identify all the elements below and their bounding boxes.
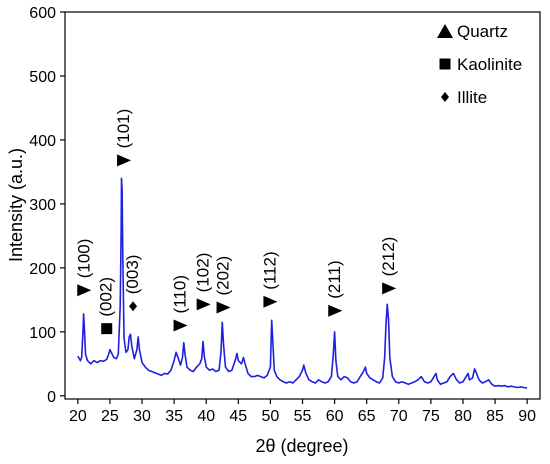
x-tick-label: 75 bbox=[422, 408, 440, 425]
peak-label: (100) bbox=[74, 239, 93, 279]
peak-annotations: (100)(002) (101) (003) (110)(102) (202) (112)… bbox=[74, 109, 398, 335]
x-tick-label: 70 bbox=[390, 408, 408, 425]
y-axis-title: Intensity (a.u.) bbox=[6, 148, 26, 262]
y-tick-label: 500 bbox=[29, 69, 56, 86]
triangle-peak-marker bbox=[117, 154, 132, 167]
x-tick-label: 60 bbox=[326, 408, 344, 425]
triangle-peak-marker bbox=[328, 304, 343, 317]
x-tick-label: 25 bbox=[101, 408, 119, 425]
peak-label: (211) bbox=[325, 260, 344, 298]
y-tick-label: 300 bbox=[29, 197, 56, 214]
intensity-line bbox=[77, 177, 528, 389]
triangle-peak-marker bbox=[77, 284, 92, 297]
legend-diamond-icon bbox=[441, 92, 449, 102]
peak-label: (002) bbox=[97, 277, 116, 317]
peak-label: (112) bbox=[260, 251, 279, 289]
x-axis-title: 2θ (degree) bbox=[255, 436, 348, 456]
x-tick-label: 35 bbox=[165, 408, 183, 425]
legend-label: Kaolinite bbox=[457, 55, 522, 74]
legend-square-icon bbox=[439, 58, 451, 70]
x-tick-label: 65 bbox=[358, 408, 376, 425]
legend: Quartz Kaolinite Illite bbox=[437, 22, 522, 107]
diamond-peak-marker bbox=[129, 301, 138, 312]
x-tick-label: 30 bbox=[133, 408, 151, 425]
triangle-peak-marker bbox=[173, 319, 188, 332]
y-tick-label: 100 bbox=[29, 325, 56, 342]
x-tick-label: 80 bbox=[454, 408, 472, 425]
y-axis-ticks: 0 100 200 300 400 500 600 bbox=[29, 5, 65, 406]
x-tick-label: 20 bbox=[69, 408, 87, 425]
x-tick-label: 45 bbox=[229, 408, 247, 425]
triangle-peak-marker bbox=[216, 301, 231, 314]
peak-label: (212) bbox=[379, 237, 398, 277]
x-tick-label: 50 bbox=[262, 408, 280, 425]
triangle-peak-marker bbox=[196, 298, 211, 311]
peak-label: (003) bbox=[123, 255, 142, 295]
legend-label: Quartz bbox=[457, 22, 508, 41]
peak-label: (202) bbox=[214, 256, 233, 296]
y-tick-label: 0 bbox=[47, 389, 56, 406]
y-tick-label: 200 bbox=[29, 261, 56, 278]
triangle-peak-marker bbox=[263, 295, 278, 308]
legend-triangle-icon bbox=[437, 24, 453, 38]
x-tick-label: 40 bbox=[197, 408, 215, 425]
square-peak-marker bbox=[101, 323, 113, 335]
x-tick-label: 90 bbox=[518, 408, 536, 425]
x-tick-label: 85 bbox=[486, 408, 504, 425]
x-axis-ticks: 20 25 30 35 40 45 50 55 60 65 70 75 80 85 90 bbox=[69, 399, 536, 425]
peak-label: (110) bbox=[171, 275, 190, 313]
peak-label: (102) bbox=[194, 253, 213, 293]
triangle-peak-marker bbox=[382, 282, 397, 295]
y-tick-label: 400 bbox=[29, 133, 56, 150]
y-tick-label: 600 bbox=[29, 5, 56, 22]
legend-label: Illite bbox=[457, 88, 487, 107]
peak-label: (101) bbox=[114, 109, 133, 149]
x-tick-label: 55 bbox=[294, 408, 312, 425]
